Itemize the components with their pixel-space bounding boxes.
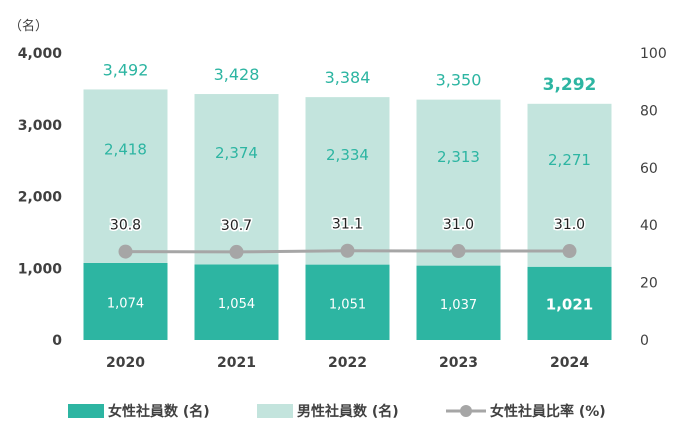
ratio-value-label: 30.7	[221, 218, 252, 234]
male-bar	[194, 94, 279, 265]
total-value-label: 3,350	[436, 71, 482, 90]
y-axis-unit-label: （名）	[9, 18, 48, 34]
female-value-label: 1,051	[329, 297, 366, 312]
data-labels: 1,074 2,418 3,492 1,054 2,374 3,428 1,051 2,334…	[103, 60, 597, 313]
female-value-label: 1,074	[107, 296, 144, 311]
ratio-point	[229, 244, 244, 259]
y2-tick-label: 60	[640, 161, 658, 177]
x-tick-label: 2024	[550, 355, 589, 371]
total-value-label: 3,492	[103, 60, 149, 79]
y2-tick-label: 40	[640, 218, 658, 234]
ratio-point	[118, 244, 133, 259]
y-tick-label: 3,000	[18, 118, 63, 134]
y-tick-label: 2,000	[18, 190, 63, 206]
female-value-label: 1,037	[440, 298, 477, 313]
female-bar	[194, 264, 279, 340]
legend-swatch-female	[68, 404, 104, 418]
bars	[83, 89, 612, 340]
legend-swatch-male	[257, 404, 293, 418]
ratio-point	[562, 244, 577, 259]
ratio-point	[451, 244, 466, 259]
x-tick-label: 2021	[217, 355, 256, 371]
male-value-label: 2,374	[215, 144, 258, 162]
x-tick-label: 2022	[328, 355, 367, 371]
male-value-label: 2,271	[548, 151, 591, 169]
ratio-value-label: 31.0	[554, 217, 585, 233]
male-bar	[527, 103, 612, 267]
male-bar	[83, 89, 168, 263]
total-value-label: 3,428	[214, 65, 260, 84]
ratio-value-label: 31.0	[443, 217, 474, 233]
left-axis-ticks: 0 1,000 2,000 3,000 4,000	[18, 46, 63, 349]
total-value-label: 3,384	[325, 68, 371, 87]
male-value-label: 2,418	[104, 140, 147, 158]
female-bar	[416, 265, 501, 340]
legend-label-male: 男性社員数 (名)	[297, 403, 399, 420]
legend-label-female: 女性社員数 (名)	[108, 403, 210, 420]
y2-tick-label: 20	[640, 276, 658, 292]
female-value-label: 1,021	[546, 295, 593, 313]
x-tick-label: 2023	[439, 355, 478, 371]
legend-swatch-ratio-point	[460, 405, 472, 417]
y2-tick-label: 100	[640, 46, 667, 62]
female-bar	[83, 262, 168, 340]
male-value-label: 2,334	[326, 146, 369, 164]
female-bar	[527, 266, 612, 340]
ratio-line	[118, 243, 577, 259]
legend-label-ratio: 女性社員比率 (%)	[490, 403, 606, 420]
female-value-label: 1,054	[218, 297, 255, 312]
y-tick-label: 0	[52, 333, 62, 349]
y2-tick-label: 80	[640, 103, 658, 119]
legend: 女性社員数 (名) 男性社員数 (名) 女性社員比率 (%)	[68, 403, 606, 420]
ratio-value-label: 30.8	[110, 218, 141, 234]
total-value-label: 3,292	[543, 75, 597, 95]
ratio-point	[340, 243, 355, 258]
male-bar	[305, 97, 390, 265]
ratio-value-label: 31.1	[332, 217, 363, 233]
y-tick-label: 1,000	[18, 261, 63, 277]
male-value-label: 2,313	[437, 148, 480, 166]
y-tick-label: 4,000	[18, 46, 63, 62]
x-tick-label: 2020	[106, 355, 145, 371]
y2-tick-label: 0	[640, 333, 649, 349]
right-axis-ticks: 0 20 40 60 80 100	[640, 46, 667, 349]
male-bar	[416, 99, 501, 266]
x-axis-ticks: 2020 2021 2022 2023 2024	[106, 355, 589, 371]
female-bar	[305, 264, 390, 340]
